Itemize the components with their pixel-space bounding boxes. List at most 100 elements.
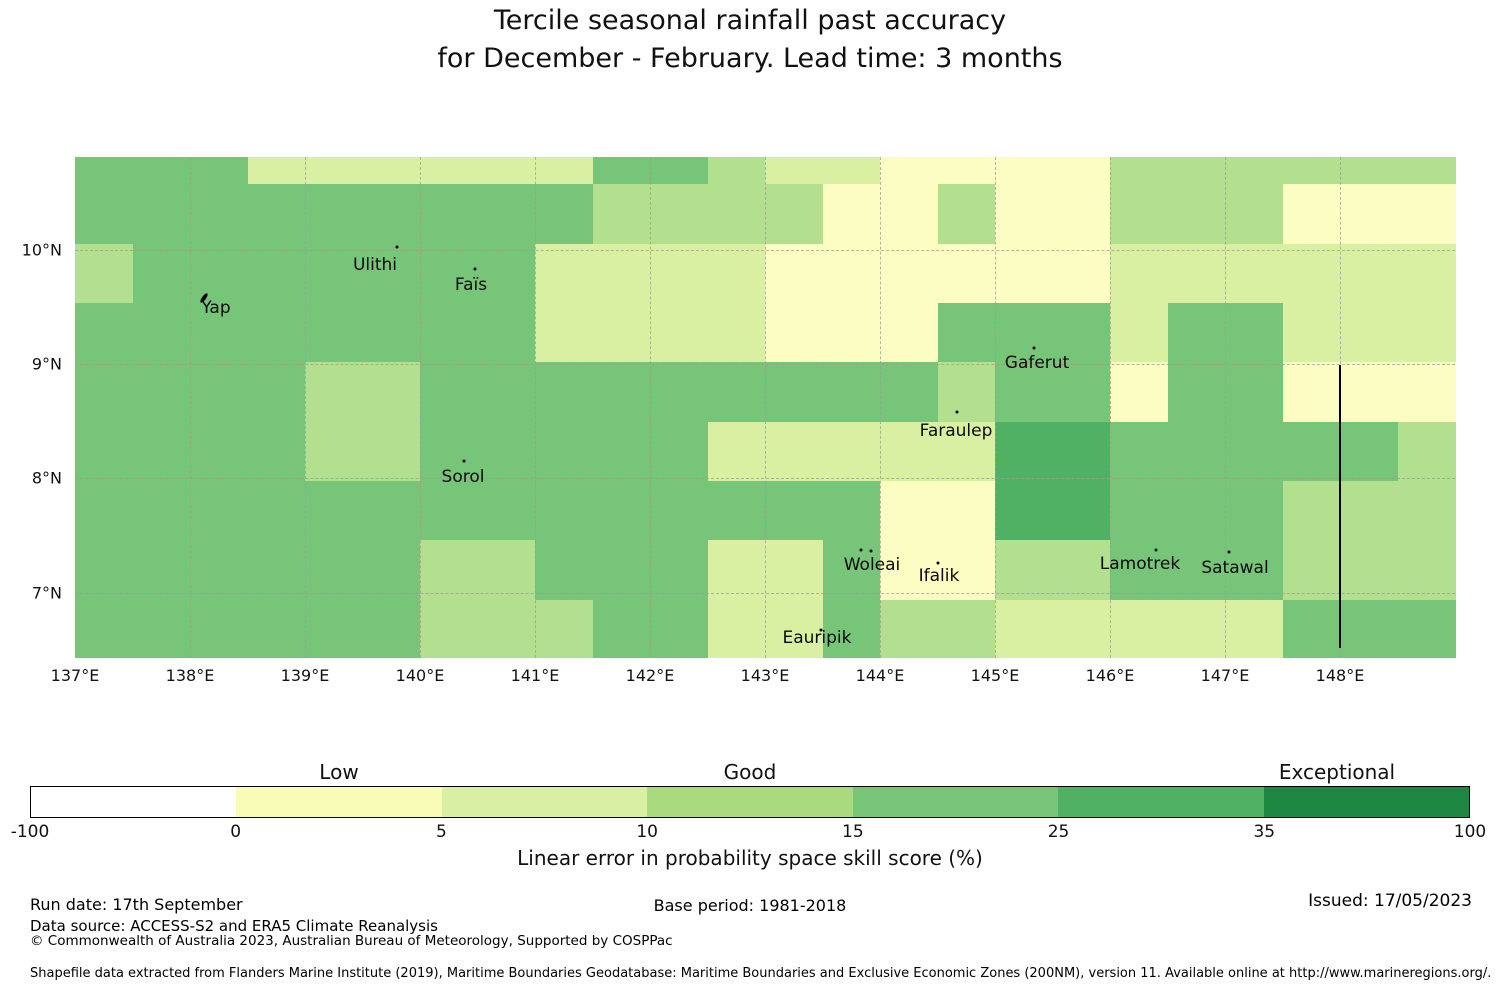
heatmap-cell <box>995 184 1053 245</box>
heatmap-cell <box>822 303 881 363</box>
heatmap-cell <box>1225 303 1283 363</box>
heatmap-cell <box>1225 243 1283 304</box>
heatmap-cell <box>1340 184 1398 245</box>
x-tick-label: 147°E <box>1200 666 1250 685</box>
base-period-text: Base period: 1981-2018 <box>653 896 847 915</box>
gridline-vertical <box>995 157 996 658</box>
heatmap-cell <box>420 243 478 304</box>
heatmap-cell <box>995 361 1053 423</box>
heatmap-cell <box>305 599 363 659</box>
place-label-ulithi: Ulithi <box>352 255 398 275</box>
x-tick-label: 138°E <box>165 666 215 685</box>
faraulep-island-marker <box>955 410 959 414</box>
heatmap-cell <box>247 303 306 363</box>
heatmap-cell <box>362 243 421 304</box>
heatmap-cell <box>75 243 133 304</box>
heatmap-cell <box>477 303 536 363</box>
heatmap-cell <box>190 184 248 245</box>
heatmap-cell <box>880 540 938 601</box>
heatmap-cell <box>190 243 248 304</box>
heatmap-cell <box>1225 361 1283 423</box>
heatmap-cell <box>305 422 363 482</box>
x-tick-label: 143°E <box>740 666 790 685</box>
heatmap-cell <box>1340 540 1398 601</box>
heatmap-cell <box>765 599 823 659</box>
heatmap-cell <box>650 184 708 245</box>
heatmap-cell <box>650 480 708 541</box>
heatmap-cell <box>995 422 1053 482</box>
heatmap-cell <box>535 599 593 659</box>
heatmap-cell <box>1167 422 1226 482</box>
heatmap-cell <box>765 540 823 601</box>
heatmap-cell <box>880 599 938 659</box>
heatmap-cell <box>995 157 1053 185</box>
heatmap-cell <box>880 303 938 363</box>
heatmap-cell <box>362 540 421 601</box>
colorbar <box>30 786 1470 818</box>
heatmap-cell <box>75 540 133 601</box>
heatmap-cell <box>477 599 536 659</box>
heatmap-cell <box>765 243 823 304</box>
run-date-text: Run date: 17th September <box>30 895 243 914</box>
colorbar-tick-label: 100 <box>1453 822 1487 842</box>
colorbar-category-exceptional: Exceptional <box>1278 760 1396 784</box>
heatmap-cell <box>1340 422 1398 482</box>
heatmap-cell <box>1110 540 1168 601</box>
colorbar-tick-label: 35 <box>1253 822 1276 842</box>
heatmap-cell <box>707 361 766 423</box>
heatmap-cell <box>535 243 593 304</box>
gridline-horizontal <box>75 364 1455 366</box>
heatmap-cell <box>822 422 881 482</box>
heatmap-cell <box>132 184 191 245</box>
heatmap-cell <box>1110 599 1168 659</box>
heatmap-cell <box>937 422 996 482</box>
gridline-vertical <box>190 157 191 658</box>
heatmap-cell <box>75 361 133 423</box>
gridline-vertical <box>765 157 766 658</box>
colorbar-tick-label: 5 <box>436 822 447 842</box>
heatmap-cell <box>1052 243 1111 304</box>
x-tick-label: 148°E <box>1315 666 1365 685</box>
gridline-vertical <box>420 157 421 658</box>
heatmap-cell <box>1052 480 1111 541</box>
heatmap-cell <box>592 599 651 659</box>
colorbar-tick-label: 10 <box>636 822 658 842</box>
heatmap-cell <box>1340 303 1398 363</box>
heatmap-cell <box>305 540 363 601</box>
gaferut-island-marker <box>1032 346 1036 350</box>
heatmap-cell <box>1110 243 1168 304</box>
heatmap-cell <box>305 184 363 245</box>
x-tick-label: 146°E <box>1085 666 1135 685</box>
data-source-text: Data source: ACCESS-S2 and ERA5 Climate … <box>30 917 438 935</box>
copyright-text: © Commonwealth of Australia 2023, Austra… <box>30 933 673 949</box>
heatmap-cell <box>765 480 823 541</box>
gridline-horizontal <box>75 249 1455 251</box>
heatmap-cell <box>880 184 938 245</box>
heatmap-cell <box>477 243 536 304</box>
heatmap-cell <box>707 184 766 245</box>
place-label-woleai: Woleai <box>843 555 901 575</box>
heatmap-cell <box>1282 157 1341 185</box>
heatmap-cell <box>75 184 133 245</box>
heatmap-cell <box>247 480 306 541</box>
heatmap-cell <box>75 599 133 659</box>
satawal-island-marker <box>1227 550 1231 554</box>
gridline-vertical <box>535 157 536 658</box>
heatmap-cell <box>132 243 191 304</box>
heatmap-cell <box>1340 361 1398 423</box>
heatmap-cell <box>1167 361 1226 423</box>
gridline-vertical <box>1225 157 1226 658</box>
heatmap-cell <box>190 361 248 423</box>
colorbar-segment <box>31 787 237 817</box>
heatmap-cell <box>1282 540 1341 601</box>
place-label-lamotrek: Lamotrek <box>1099 554 1181 574</box>
colorbar-segment <box>1058 787 1264 817</box>
heatmap-cell <box>707 157 766 185</box>
heatmap-cell <box>592 480 651 541</box>
colorbar-category-good: Good <box>723 760 777 784</box>
heatmap-cell <box>1052 157 1111 185</box>
heatmap-cell <box>1340 157 1398 185</box>
heatmap-cell <box>707 599 766 659</box>
heatmap-cell <box>535 540 593 601</box>
heatmap-cell <box>362 422 421 482</box>
